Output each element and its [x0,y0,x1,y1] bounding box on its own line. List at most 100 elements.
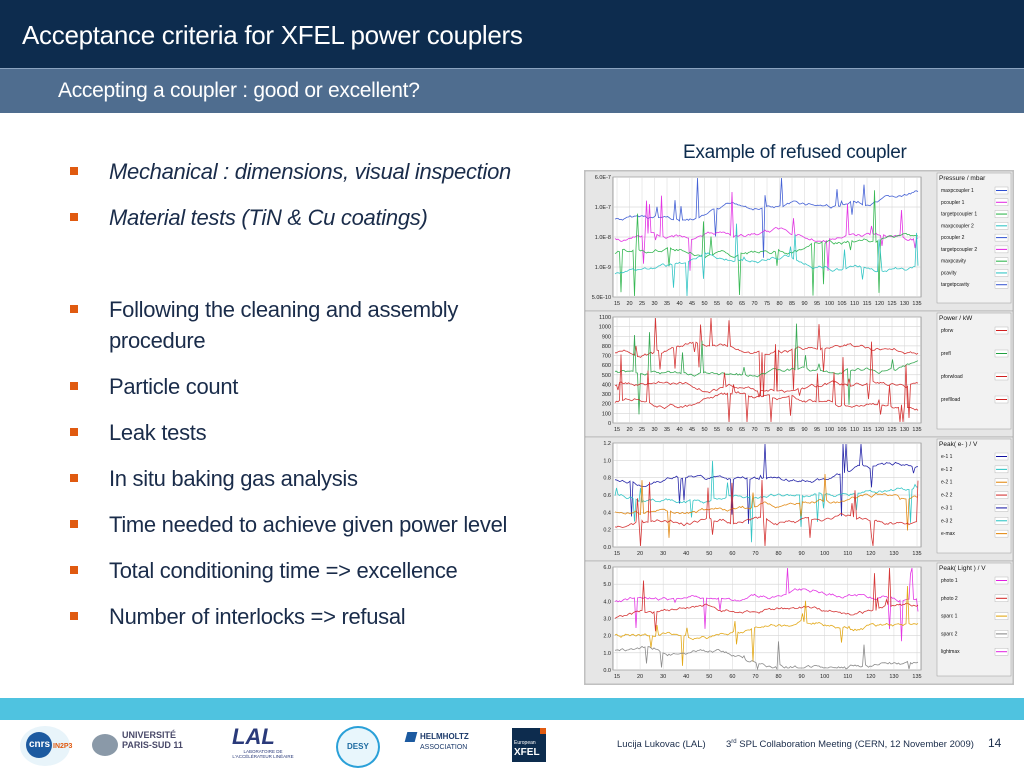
plot-series-line [614,585,919,666]
bullet-square-icon [70,305,78,313]
bullet-item: Material tests (TiN & Cu coatings) [70,202,428,233]
legend-label: photo 2 [941,596,958,602]
bullet-item: Number of interlocks => refusal [70,601,406,632]
legend-title: Pressure / mbar [939,175,986,182]
y-tick-label: 500 [602,373,611,379]
y-tick-label: 6.0E-7 [595,175,611,181]
x-tick-label: 15 [614,301,620,307]
x-tick-label: 50 [701,427,707,433]
x-tick-label: 65 [739,427,745,433]
y-tick-label: 0.8 [603,476,611,482]
y-tick-label: 0.0 [603,545,611,551]
page-number: 14 [988,736,1002,750]
legend-label: e-2 1 [941,480,953,486]
bullet-text: Following the cleaning and assembly [109,297,459,322]
y-tick-label: 0 [608,421,611,427]
bullet-square-icon [70,566,78,574]
legend-label: pcoupler 1 [941,200,965,206]
bullet-text: Total conditioning time => excellence [109,558,458,583]
bullet-item: Leak tests [70,417,207,448]
x-tick-label: 85 [789,427,795,433]
legend-label: targetpcoupler 2 [941,247,977,253]
x-tick-label: 30 [660,674,666,680]
legend-label: sparc 2 [941,631,958,637]
x-tick-label: 30 [651,427,657,433]
legend-label: e-1 2 [941,467,953,473]
legend-label: e-max [941,531,955,537]
figure-caption: Example of refused coupler [683,142,907,163]
x-tick-label: 20 [637,551,643,557]
y-tick-label: 1.0 [603,651,611,657]
x-tick-label: 130 [900,301,909,307]
legend-label: targetpcavity [941,282,970,288]
x-tick-label: 40 [676,427,682,433]
x-tick-label: 30 [660,551,666,557]
x-tick-label: 15 [614,427,620,433]
y-tick-label: 0.0 [603,668,611,674]
y-tick-label: 300 [602,392,611,398]
y-tick-label: 5.0E-10 [592,295,611,301]
legend-title: Peak( Light ) / V [939,565,986,572]
legend-label: pcavity [941,270,957,276]
x-tick-label: 80 [776,301,782,307]
x-tick-label: 20 [626,301,632,307]
bullet-square-icon [70,428,78,436]
legend-label: prefl [941,351,951,357]
y-tick-label: 700 [602,354,611,360]
y-tick-label: 1100 [599,315,611,321]
x-tick-label: 75 [764,427,770,433]
xfel-logo-subtext: European [514,740,536,746]
x-tick-label: 70 [751,427,757,433]
y-tick-label: 0.2 [603,528,611,534]
plot-series-line [614,473,919,538]
x-tick-label: 100 [820,674,829,680]
x-tick-label: 110 [850,301,859,307]
x-tick-label: 105 [837,301,846,307]
legend-label: e-3 2 [941,518,953,524]
bullet-continuation: procedure [109,325,206,356]
paris-sud-logo: UNIVERSITÉ PARIS-SUD 11 [92,730,198,760]
y-tick-label: 5.0 [603,582,611,588]
x-tick-label: 130 [900,427,909,433]
plot-series-line [614,190,918,297]
paris-sud-logo-text: UNIVERSITÉ PARIS-SUD 11 [122,730,183,750]
x-tick-label: 50 [706,551,712,557]
x-tick-label: 40 [683,551,689,557]
plot-series-line [614,341,919,419]
bullet-text: Number of interlocks => refusal [109,604,406,629]
x-tick-label: 80 [775,551,781,557]
plot-series-line [614,641,919,671]
x-tick-label: 120 [866,551,875,557]
meeting-number-suffix: rd [731,739,737,745]
x-tick-label: 20 [626,427,632,433]
x-tick-label: 40 [683,674,689,680]
slide-subtitle: Accepting a coupler : good or excellent? [58,79,420,102]
x-tick-label: 105 [837,427,846,433]
x-tick-label: 60 [729,551,735,557]
y-tick-label: 1.2 [603,441,611,447]
x-tick-label: 130 [889,551,898,557]
x-tick-label: 110 [850,427,859,433]
legend-title: Power / kW [939,315,973,322]
legend-label: pforw [941,328,954,334]
footer-author: Lucija Lukovac (LAL) [617,739,706,750]
x-tick-label: 90 [799,551,805,557]
bullet-item: Mechanical : dimensions, visual inspecti… [70,156,511,187]
x-tick-label: 35 [664,427,670,433]
x-tick-label: 135 [912,551,921,557]
x-tick-label: 80 [776,427,782,433]
x-tick-label: 100 [825,427,834,433]
bullet-square-icon [70,520,78,528]
plot-series-line [614,191,919,271]
x-tick-label: 100 [825,301,834,307]
bullet-item: Total conditioning time => excellence [70,555,458,586]
plot-series-line [614,323,919,415]
y-tick-label: 2.0 [603,634,611,640]
cnrs-logo: cnrs IN2P3 [20,726,72,766]
footer: cnrs IN2P3 UNIVERSITÉ PARIS-SUD 11 LAL L… [0,720,1024,768]
subtitle-bar: Accepting a coupler : good or excellent? [0,68,1024,113]
x-tick-label: 70 [752,674,758,680]
footer-band [0,698,1024,720]
x-tick-label: 40 [676,301,682,307]
x-tick-label: 80 [775,674,781,680]
